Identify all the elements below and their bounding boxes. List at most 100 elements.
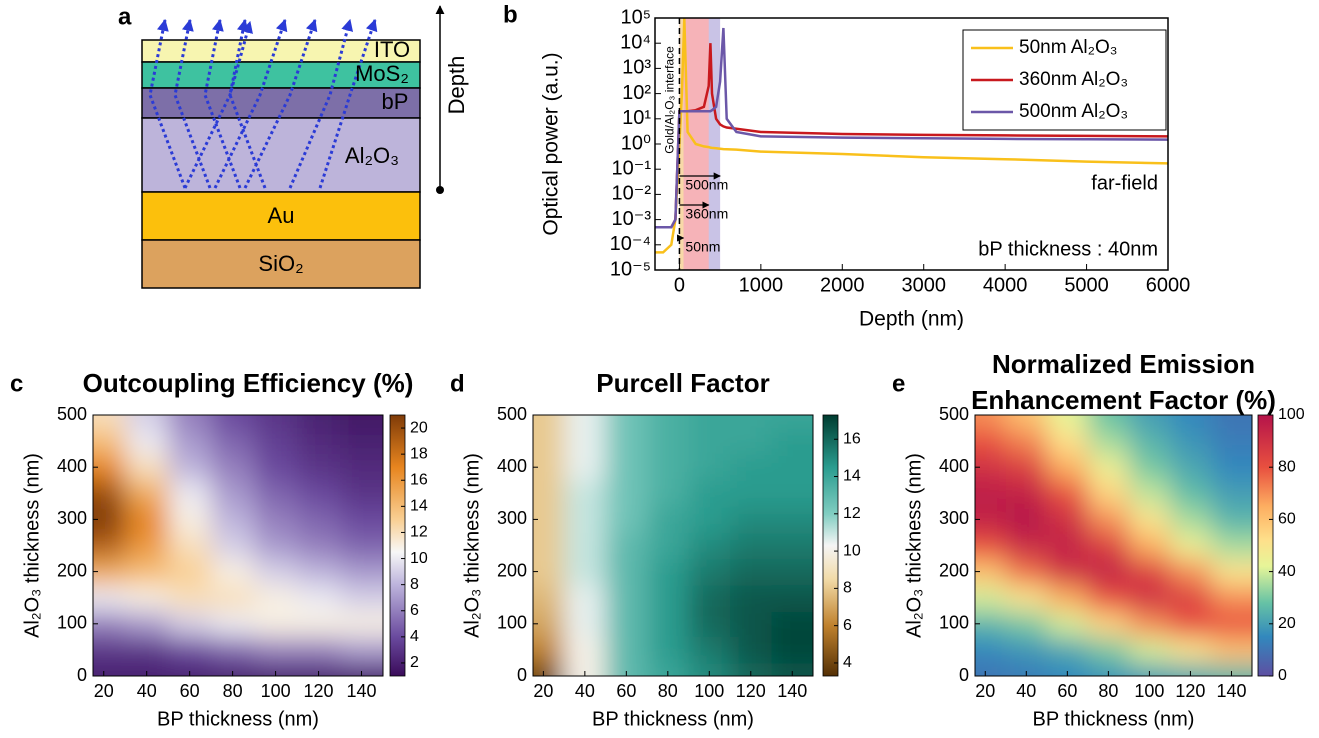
cell [211,454,255,481]
cell [211,558,255,586]
cell [1005,454,1048,481]
cell [1128,532,1171,560]
cell [254,480,298,507]
ray [173,18,212,189]
cell [1169,584,1212,612]
cell [1087,415,1130,429]
cell [730,662,773,676]
cell [1128,480,1171,507]
cell [1005,584,1048,612]
cell [340,480,383,507]
cell [975,532,1007,560]
cell [564,428,607,455]
cell [93,415,126,429]
y-tick-label: 200 [57,560,87,580]
x-tick-label: 0 [674,274,685,296]
annotation: bP thickness : 40nm [978,238,1158,260]
cell [1169,662,1212,676]
cell [297,610,341,638]
cell [647,610,690,638]
cell [1046,584,1089,612]
cell [297,532,341,560]
cell [1005,480,1048,507]
y-tick-label: 500 [497,404,527,424]
cell [1128,558,1171,586]
y-axis-label: Al₂O₃ thickness (nm) [461,453,483,638]
y-tick-label: 300 [497,508,527,528]
panel-label: c [10,370,23,397]
layer-label: MoS₂ [355,61,409,86]
cell [771,415,813,429]
cell [1169,636,1212,664]
plot-frame [92,414,384,677]
cell [605,584,648,612]
layer-label: Al₂O₃ [345,143,399,168]
colorbar-tick-label: 14 [843,468,861,485]
cell [730,454,773,481]
panel-label: a [118,3,132,30]
cell [605,415,648,429]
x-tick-label: 120 [304,681,334,701]
cell [1128,415,1171,429]
colorbar-tick-label: 20 [410,419,428,436]
x-tick-label: 120 [1175,681,1205,701]
cell [125,454,169,481]
y-tick-label: 100 [497,613,527,633]
cell [1046,662,1089,676]
chart-title: Normalized Emission [992,349,1255,379]
y-tick-label: 100 [939,613,969,633]
y-tick-label: 200 [939,560,969,580]
cell [168,584,212,612]
cell [1087,610,1130,638]
cell [771,428,813,455]
cell [1128,428,1171,455]
cell [975,636,1007,664]
cell [605,532,648,560]
cell [688,610,731,638]
cell [533,428,565,455]
cell [647,454,690,481]
cell [647,506,690,533]
cell [730,532,773,560]
cell [1087,480,1130,507]
cell [688,532,731,560]
y-tick-label: 10⁰ [621,132,651,154]
cell [254,558,298,586]
cell [1005,415,1048,429]
depth-origin [436,186,444,194]
cell [688,454,731,481]
cell [125,584,169,612]
cell [211,415,255,429]
cell [975,610,1007,638]
cell [564,454,607,481]
ray [243,18,318,189]
plot-frame [532,414,814,677]
cell [771,506,813,533]
cell [211,428,255,455]
heatmap [975,415,1252,676]
colorbar-tick-label: 12 [843,505,861,522]
cell [297,506,341,533]
cell [688,584,731,612]
heatmap-cells [975,415,1252,676]
x-tick-label: 120 [736,681,766,701]
colorbar [1257,414,1274,677]
x-tick-label: 40 [1016,681,1036,701]
annotation: Gold/Al₂O₃ interface [663,46,677,154]
cell [1087,428,1130,455]
colorbar-tick-label: 12 [410,524,428,541]
cell [1087,506,1130,533]
cell [975,662,1007,676]
cell [564,636,607,664]
cell [168,636,212,664]
cell [340,506,383,533]
y-tick-label: 10⁴ [620,31,651,53]
x-tick-label: 40 [137,681,157,701]
cell [564,610,607,638]
cell [125,415,169,429]
cell [340,532,383,560]
cell [1046,610,1089,638]
cell [1005,610,1048,638]
cell [1210,662,1252,676]
x-tick-label: 80 [1098,681,1118,701]
